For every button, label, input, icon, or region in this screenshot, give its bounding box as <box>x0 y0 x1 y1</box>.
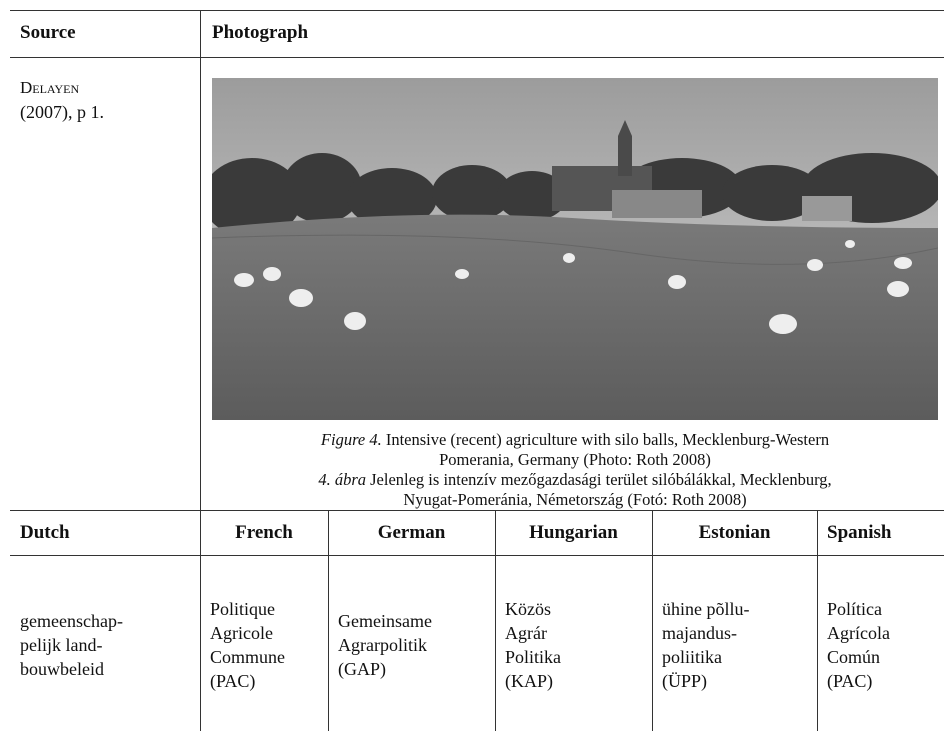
term-line: Política <box>827 599 882 619</box>
source-citation: (2007), p 1. <box>20 102 104 122</box>
term-line: Közös <box>505 599 551 619</box>
photograph <box>212 78 938 420</box>
column-rule <box>817 510 818 731</box>
term-line: Politika <box>505 647 562 667</box>
term-line: Gemeinsame <box>338 611 432 631</box>
term-line: Agrarpolitik <box>338 635 427 655</box>
caption-label: 4. ábra <box>318 470 366 489</box>
term-line: Politique <box>210 599 276 619</box>
term-line: Agrícola <box>827 623 890 643</box>
header-cell: Photograph <box>212 22 309 43</box>
rule <box>10 510 944 511</box>
column-rule <box>200 10 201 731</box>
column-header: Spanish <box>827 522 892 543</box>
term-line: (GAP) <box>338 659 386 679</box>
term-line: gemeenschap- <box>20 611 123 631</box>
caption-text: Intensive (recent) agriculture with silo… <box>381 430 830 449</box>
caption-hu: Nyugat-Pomeránia, Németország (Fotó: Rot… <box>403 490 747 509</box>
term-line: majandus- <box>662 623 737 643</box>
column-header: German <box>377 522 446 543</box>
column-rule <box>652 510 653 731</box>
source-author: Delayen <box>20 78 80 97</box>
term-line: Agrár <box>505 623 547 643</box>
term-line: bouwbeleid <box>20 659 104 679</box>
term-line: pelijk land- <box>20 635 103 655</box>
term-line: (PAC) <box>827 671 873 691</box>
term-line: (PAC) <box>210 671 256 691</box>
caption-label: Figure 4. <box>320 430 382 449</box>
rule <box>10 10 944 11</box>
term-line: (ÜPP) <box>662 671 708 691</box>
rule <box>10 555 944 556</box>
term-line: Commune <box>210 647 285 667</box>
column-header: French <box>235 522 293 543</box>
header-cell: Source <box>20 22 76 43</box>
rule <box>10 57 944 58</box>
column-rule <box>328 510 329 731</box>
column-header: Dutch <box>20 522 70 543</box>
caption-text: Jelenleg is intenzív mezőgazdasági terül… <box>366 470 832 489</box>
term-line: ühine põllu- <box>662 599 750 619</box>
caption-en: Pomerania, Germany (Photo: Roth 2008) <box>439 450 711 469</box>
term-line: Común <box>827 647 881 667</box>
term-line: Agricole <box>210 623 273 643</box>
column-header: Estonian <box>698 522 771 543</box>
column-header: Hungarian <box>529 522 618 543</box>
caption-en: Figure 4. Intensive (recent) agriculture… <box>212 430 938 450</box>
caption-hu: 4. ábra Jelenleg is intenzív mezőgazdasá… <box>212 470 938 490</box>
term-line: poliitika <box>662 647 722 667</box>
term-line: (KAP) <box>505 671 553 691</box>
column-rule <box>495 510 496 731</box>
